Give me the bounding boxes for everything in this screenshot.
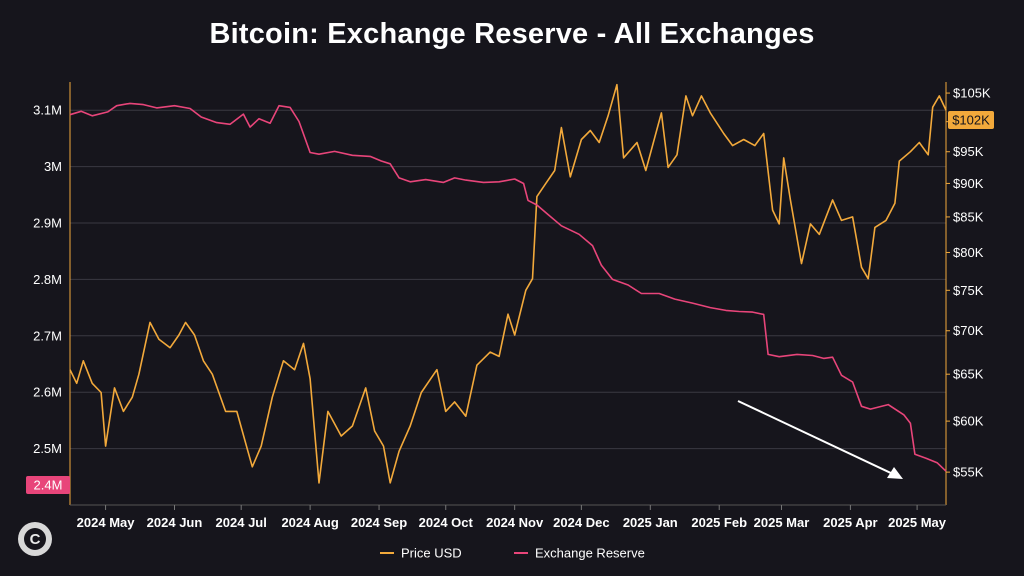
right-tick-label: $60K (953, 414, 984, 429)
reserve-current-badge-text: 2.4M (34, 478, 63, 493)
x-tick-label: 2024 Nov (486, 515, 544, 530)
price-current-badge: $102K (948, 111, 994, 129)
series-layer (69, 83, 947, 484)
right-axis-ticks: $105K$100K$95K$90K$85K$80K$75K$70K$65K$6… (946, 86, 991, 480)
logo-mark: C (24, 528, 46, 550)
x-tick-label: 2025 Jan (623, 515, 678, 530)
trend-arrow-icon (737, 400, 903, 479)
cryptoquant-logo-icon: C (18, 522, 52, 556)
x-tick-label: 2025 Mar (754, 515, 810, 530)
x-tick-label: 2024 Oct (419, 515, 474, 530)
x-tick-label: 2024 Jul (216, 515, 267, 530)
price-usd-line (69, 83, 947, 484)
exchange-reserve-line (69, 102, 947, 472)
right-tick-label: $105K (953, 86, 991, 101)
left-tick-label: 3.1M (33, 103, 62, 118)
left-tick-label: 2.5M (33, 441, 62, 456)
right-tick-label: $75K (953, 283, 984, 298)
grid-lines (70, 109, 946, 450)
left-tick-label: 2.7M (33, 328, 62, 343)
x-tick-label: 2024 May (77, 515, 136, 530)
x-tick-label: 2025 May (888, 515, 947, 530)
legend-price-label: Price USD (401, 546, 462, 561)
right-tick-label: $65K (953, 367, 984, 382)
left-tick-label: 3M (44, 159, 62, 174)
reserve-current-badge: 2.4M (26, 476, 70, 494)
x-tick-label: 2025 Apr (823, 515, 877, 530)
left-tick-label: 2.8M (33, 272, 62, 287)
left-tick-label: 2.6M (33, 385, 62, 400)
x-tick-label: 2024 Aug (281, 515, 338, 530)
price-current-badge-text: $102K (952, 113, 990, 128)
chart-title: Bitcoin: Exchange Reserve - All Exchange… (209, 18, 815, 50)
left-tick-label: 2.9M (33, 216, 62, 231)
left-axis-ticks: 3.1M 3M 2.9M 2.8M 2.7M 2.6M 2.5M (33, 103, 62, 456)
right-tick-label: $70K (953, 323, 984, 338)
x-axis-ticks: 2024 May 2024 Jun 2024 Jul 2024 Aug 2024 Sep… (77, 505, 947, 530)
x-tick-label: 2024 Sep (351, 515, 407, 530)
x-tick-label: 2025 Feb (691, 515, 747, 530)
right-tick-label: $55K (953, 465, 984, 480)
x-tick-label: 2024 Jun (147, 515, 203, 530)
legend-reserve-label: Exchange Reserve (535, 546, 645, 561)
right-tick-label: $85K (953, 209, 984, 224)
x-tick-label: 2024 Dec (553, 515, 609, 530)
right-tick-label: $80K (953, 245, 984, 260)
right-tick-label: $95K (953, 144, 984, 159)
legend: Price USD Exchange Reserve (380, 546, 645, 561)
right-tick-label: $90K (953, 176, 984, 191)
